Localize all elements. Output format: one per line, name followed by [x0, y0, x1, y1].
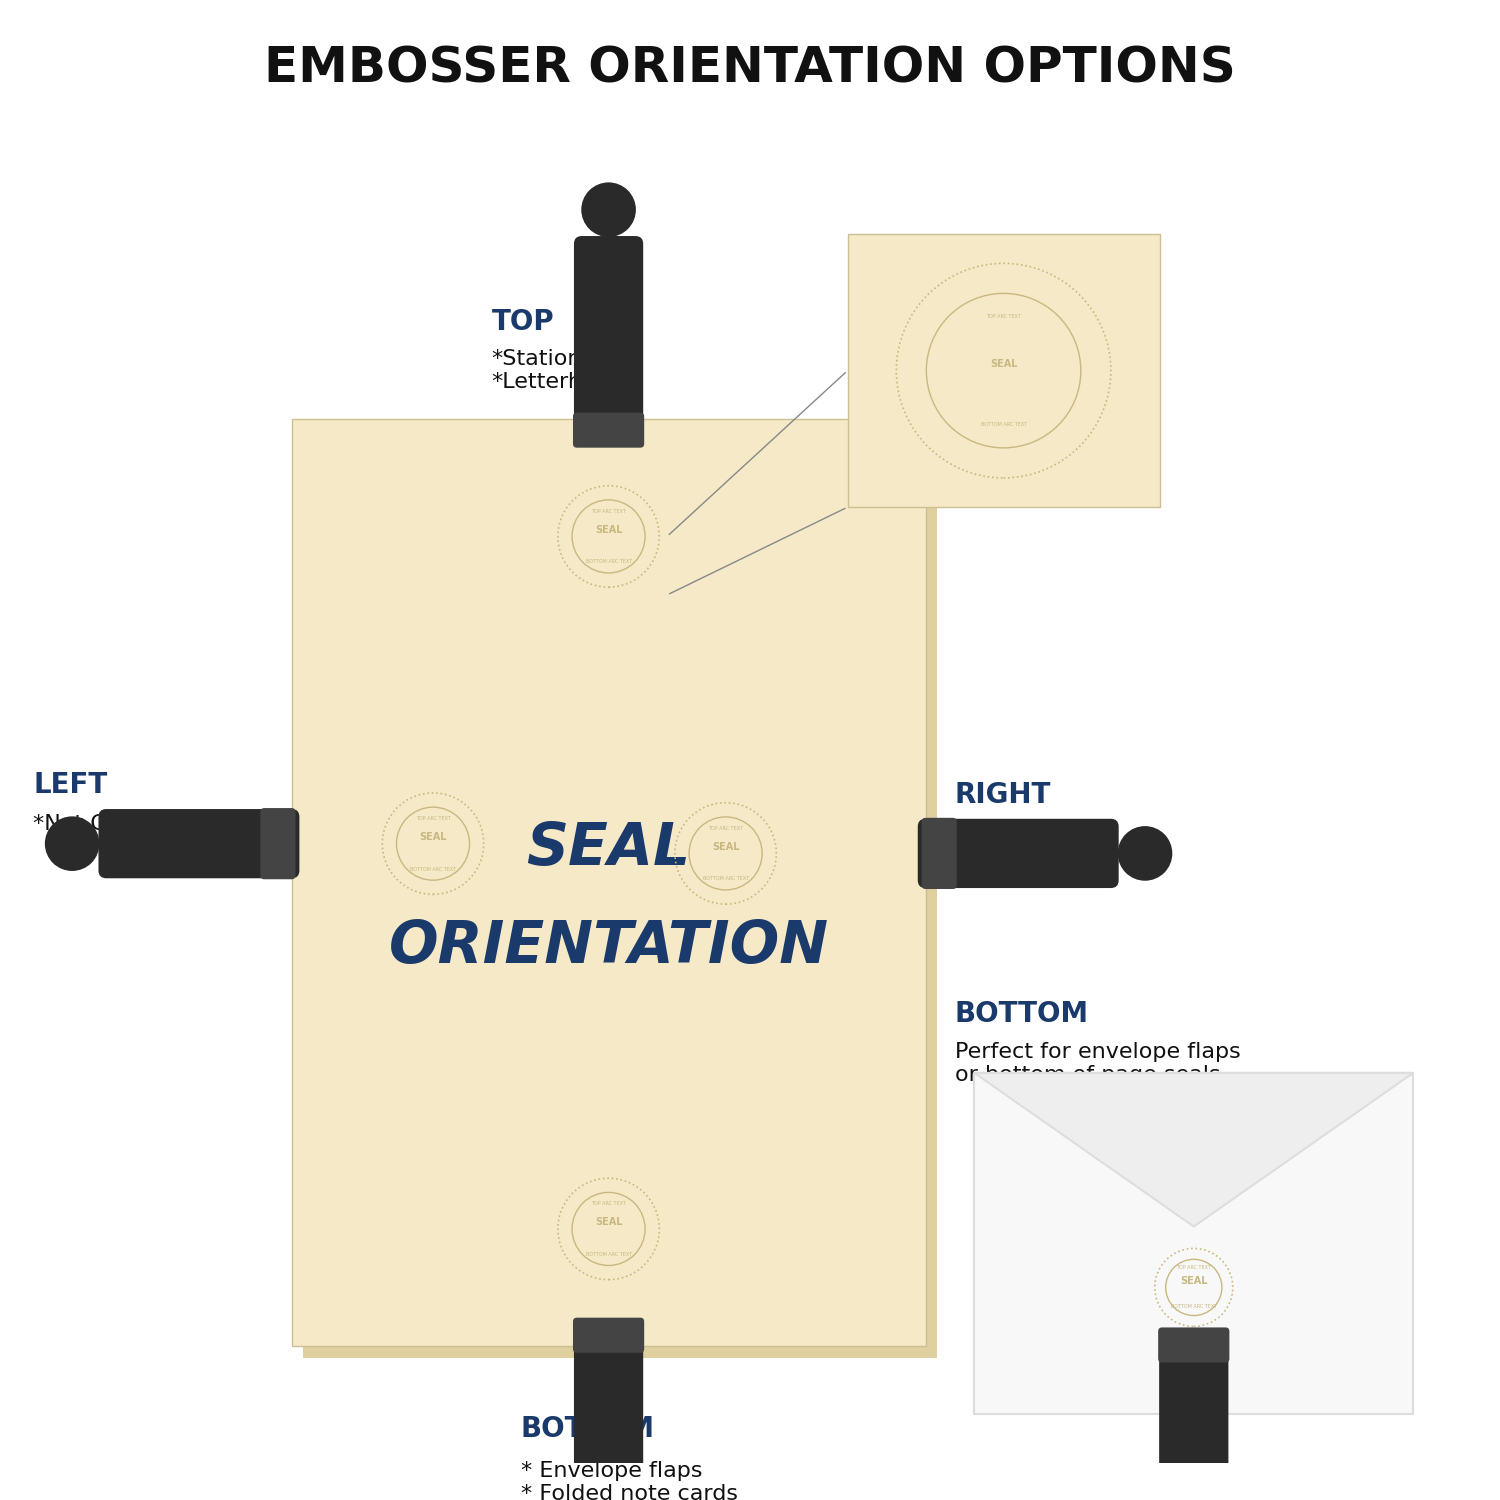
FancyBboxPatch shape: [99, 808, 300, 879]
FancyBboxPatch shape: [975, 1072, 1413, 1414]
Text: SEAL: SEAL: [990, 358, 1017, 369]
FancyBboxPatch shape: [573, 1317, 644, 1353]
Text: BOTTOM ARC TEXT: BOTTOM ARC TEXT: [981, 422, 1026, 428]
Text: TOP ARC TEXT: TOP ARC TEXT: [1176, 1266, 1210, 1270]
Text: EMBOSSER ORIENTATION OPTIONS: EMBOSSER ORIENTATION OPTIONS: [264, 45, 1236, 93]
Circle shape: [45, 816, 99, 872]
Text: TOP ARC TEXT: TOP ARC TEXT: [416, 816, 450, 821]
FancyBboxPatch shape: [261, 808, 296, 879]
FancyBboxPatch shape: [303, 430, 938, 1358]
Text: BOTTOM ARC TEXT: BOTTOM ARC TEXT: [702, 876, 748, 882]
Text: BOTTOM: BOTTOM: [956, 1000, 1089, 1029]
Text: ORIENTATION: ORIENTATION: [388, 918, 828, 975]
Text: Perfect for envelope flaps
or bottom of page seals: Perfect for envelope flaps or bottom of …: [956, 1041, 1240, 1084]
Text: TOP ARC TEXT: TOP ARC TEXT: [986, 315, 1022, 320]
Text: SEAL: SEAL: [1180, 1275, 1208, 1286]
Text: SEAL: SEAL: [596, 525, 622, 534]
FancyBboxPatch shape: [1160, 1348, 1228, 1500]
Text: SEAL: SEAL: [420, 833, 447, 842]
Text: BOTTOM ARC TEXT: BOTTOM ARC TEXT: [585, 1252, 632, 1257]
Text: TOP: TOP: [492, 308, 554, 336]
Text: *Stationery
*Letterhead: *Stationery *Letterhead: [492, 350, 624, 392]
Text: TOP ARC TEXT: TOP ARC TEXT: [591, 1202, 626, 1206]
FancyBboxPatch shape: [1158, 1328, 1230, 1362]
Circle shape: [1118, 827, 1173, 880]
Text: BOTTOM ARC TEXT: BOTTOM ARC TEXT: [585, 560, 632, 564]
Text: LEFT: LEFT: [33, 771, 108, 800]
Text: * Envelope flaps
* Folded note cards: * Envelope flaps * Folded note cards: [520, 1461, 738, 1500]
Text: BOTTOM: BOTTOM: [520, 1414, 656, 1443]
Text: BOTTOM ARC TEXT: BOTTOM ARC TEXT: [1170, 1305, 1216, 1310]
Text: TOP ARC TEXT: TOP ARC TEXT: [708, 825, 742, 831]
FancyBboxPatch shape: [921, 818, 957, 890]
FancyBboxPatch shape: [573, 413, 644, 447]
FancyBboxPatch shape: [574, 1338, 644, 1500]
FancyBboxPatch shape: [847, 234, 1160, 507]
Text: TOP ARC TEXT: TOP ARC TEXT: [591, 509, 626, 513]
FancyBboxPatch shape: [291, 420, 926, 1346]
Text: RIGHT: RIGHT: [956, 782, 1052, 808]
Text: SEAL: SEAL: [712, 842, 740, 852]
Text: * Book page: * Book page: [956, 824, 1090, 844]
FancyBboxPatch shape: [574, 236, 644, 428]
Text: SEAL: SEAL: [526, 821, 690, 878]
FancyBboxPatch shape: [918, 819, 1119, 888]
Polygon shape: [975, 1072, 1413, 1227]
Text: SEAL: SEAL: [596, 1216, 622, 1227]
Text: BOTTOM ARC TEXT: BOTTOM ARC TEXT: [410, 867, 456, 871]
Circle shape: [582, 183, 636, 237]
Text: *Not Common: *Not Common: [33, 815, 191, 834]
